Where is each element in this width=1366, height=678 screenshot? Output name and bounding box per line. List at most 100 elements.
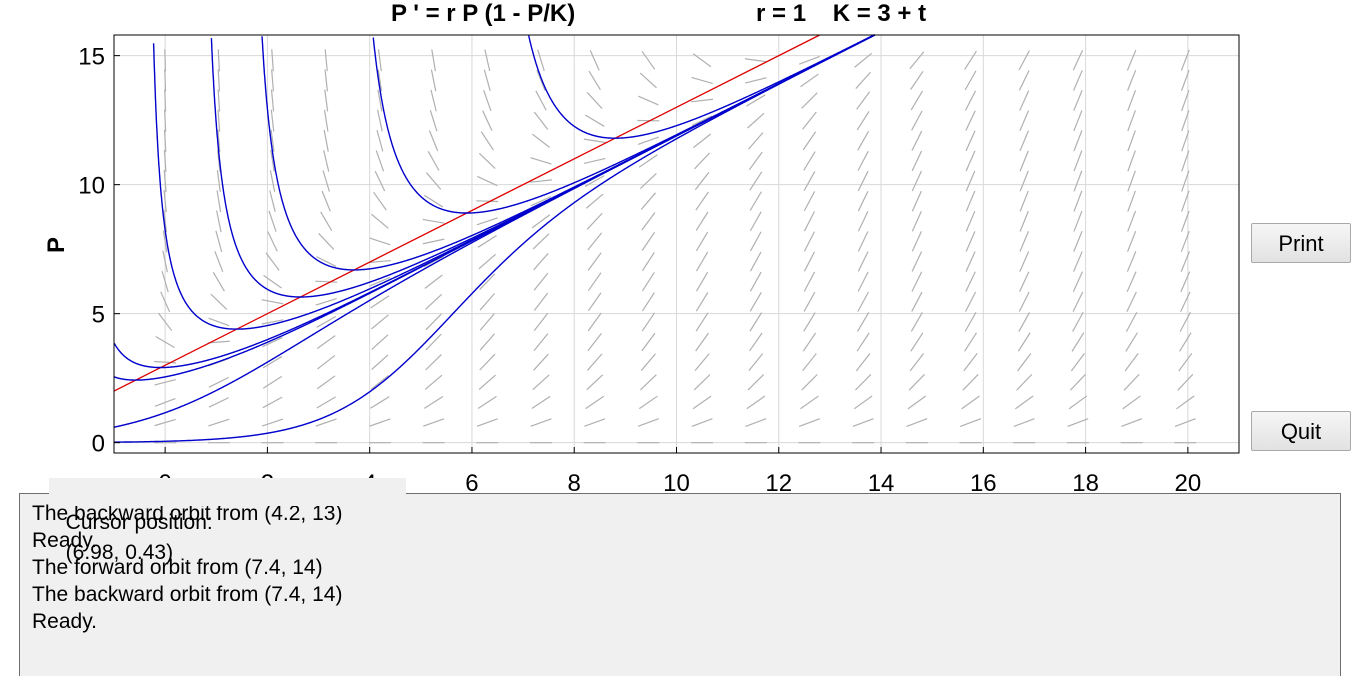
slope-segment bbox=[369, 418, 391, 427]
slope-segment bbox=[640, 192, 656, 210]
slope-segment bbox=[1019, 271, 1030, 292]
slope-segment bbox=[533, 333, 549, 351]
slope-segment bbox=[965, 190, 976, 212]
slope-segment bbox=[965, 170, 976, 192]
slope-segment bbox=[262, 396, 283, 409]
slope-segment bbox=[162, 250, 168, 273]
slope-segment bbox=[154, 360, 177, 364]
slope-segment bbox=[749, 191, 762, 211]
cursor-position-label: Cursor position: bbox=[65, 511, 213, 534]
slope-segment bbox=[261, 319, 284, 325]
slope-segment bbox=[911, 150, 923, 172]
slope-segment bbox=[695, 271, 709, 292]
slope-segment bbox=[1127, 130, 1136, 152]
slope-segment bbox=[212, 271, 225, 292]
slope-segment bbox=[215, 230, 223, 253]
slope-segment bbox=[376, 130, 384, 152]
slope-segment bbox=[964, 90, 977, 111]
slope-segment bbox=[371, 314, 389, 330]
slope-segment bbox=[857, 251, 869, 272]
slope-segment bbox=[749, 312, 763, 332]
slope-segment bbox=[964, 70, 977, 91]
slope-segment bbox=[163, 149, 167, 172]
slope-segment bbox=[1069, 373, 1086, 391]
slope-segment bbox=[638, 154, 658, 168]
slope-segment bbox=[911, 170, 922, 192]
slope-segment bbox=[1073, 130, 1083, 152]
slope-segment bbox=[270, 149, 275, 172]
slope-segment bbox=[429, 109, 438, 132]
slope-segment bbox=[748, 132, 764, 150]
slope-segment bbox=[316, 315, 337, 328]
slope-segment bbox=[691, 76, 713, 84]
slope-segment bbox=[1071, 332, 1085, 352]
slope-segment bbox=[424, 374, 443, 390]
slope-segment bbox=[532, 374, 550, 391]
slope-segment bbox=[162, 230, 168, 253]
slope-segment bbox=[533, 252, 549, 271]
print-button[interactable]: Print bbox=[1251, 223, 1351, 263]
slope-segment bbox=[160, 291, 171, 313]
slope-segment bbox=[1181, 150, 1190, 172]
slope-segment bbox=[801, 92, 818, 109]
slope-segment bbox=[1014, 395, 1034, 410]
slope-segment bbox=[373, 191, 387, 211]
slope-segment bbox=[692, 53, 712, 68]
slope-segment bbox=[694, 152, 711, 170]
slope-segment bbox=[216, 170, 221, 193]
slope-segment bbox=[163, 190, 167, 213]
slope-segment bbox=[537, 49, 545, 71]
slope-segment bbox=[1072, 271, 1084, 292]
slope-segment bbox=[482, 110, 493, 131]
slope-segment bbox=[1126, 291, 1137, 312]
slope-segment bbox=[1073, 190, 1083, 212]
slope-segment bbox=[909, 51, 925, 70]
slope-segment bbox=[371, 354, 389, 370]
slope-segment bbox=[911, 110, 923, 131]
slope-segment bbox=[798, 418, 820, 427]
slope-segment bbox=[1181, 89, 1190, 112]
slope-segment bbox=[270, 109, 275, 132]
slope-segment bbox=[1127, 90, 1137, 112]
slope-segment bbox=[803, 151, 816, 171]
slope-segment bbox=[317, 354, 336, 370]
slope-segment bbox=[857, 291, 869, 312]
slope-segment bbox=[1121, 418, 1143, 428]
slope-segment bbox=[1017, 332, 1031, 352]
slope-segment bbox=[856, 332, 870, 352]
slope-segment bbox=[323, 129, 329, 152]
slope-segment bbox=[370, 396, 390, 409]
slope-segment bbox=[695, 191, 709, 211]
slope-segment bbox=[803, 231, 815, 252]
slope-segment bbox=[586, 92, 603, 110]
slope-segment bbox=[477, 235, 497, 248]
slope-segment bbox=[208, 418, 230, 427]
slope-segment bbox=[479, 293, 496, 311]
slope-segment bbox=[1072, 50, 1084, 71]
slope-segment bbox=[263, 274, 282, 289]
slope-segment bbox=[909, 353, 925, 372]
slope-segment bbox=[484, 49, 491, 72]
slope-segment bbox=[376, 109, 383, 132]
slope-segment bbox=[535, 90, 547, 111]
slope-segment bbox=[271, 49, 274, 72]
solution-curve bbox=[372, 34, 875, 214]
slope-segment bbox=[641, 272, 655, 292]
y-axis-label: P bbox=[43, 237, 70, 254]
slope-segment bbox=[746, 395, 766, 410]
message-window: The backward orbit from (4.2, 13) Ready.… bbox=[19, 493, 1341, 676]
slope-segment bbox=[1019, 150, 1029, 172]
slope-segment bbox=[370, 295, 390, 309]
slope-segment bbox=[316, 335, 336, 349]
slope-segment bbox=[323, 150, 330, 172]
slope-segment bbox=[154, 397, 176, 407]
quit-button[interactable]: Quit bbox=[1251, 411, 1351, 451]
slope-segment bbox=[315, 418, 337, 427]
slope-segment bbox=[423, 418, 445, 427]
slope-segment bbox=[857, 211, 869, 232]
slope-segment bbox=[911, 251, 923, 272]
slope-segment bbox=[748, 151, 763, 171]
slope-segment bbox=[744, 58, 767, 63]
slope-segment bbox=[583, 157, 606, 164]
